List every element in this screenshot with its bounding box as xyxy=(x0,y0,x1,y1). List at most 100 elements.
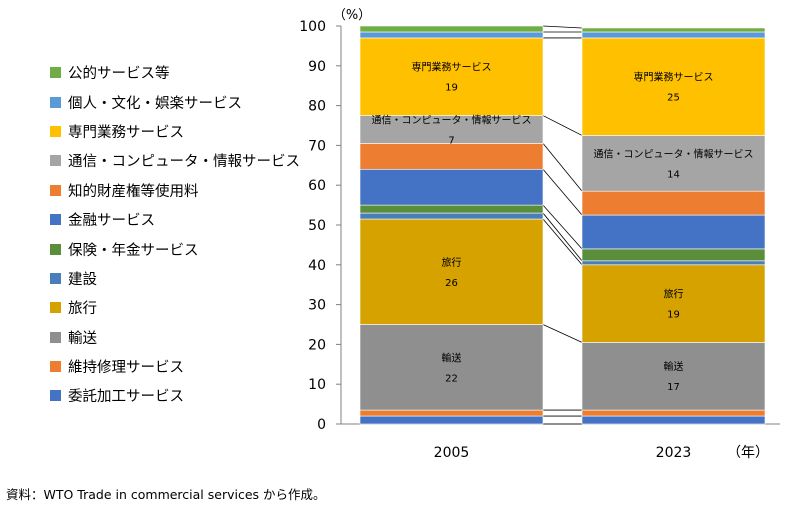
legend-swatch xyxy=(50,361,61,373)
bar-segment xyxy=(359,415,544,425)
segment-value-label: 14 xyxy=(667,169,680,180)
segment-name-label: 輸送 xyxy=(664,360,684,373)
chart-data-labels: 輸送 22 輸送 17 旅行 26 旅行 19 通信・コンピュータ・情報サービス 7 通信・コンピュ… xyxy=(372,61,754,393)
series-connector-line xyxy=(542,143,583,192)
y-tick-label: 30 xyxy=(308,298,326,314)
segment-name-label: 専門業務サービス xyxy=(412,61,492,74)
bar-segment xyxy=(581,248,766,262)
legend-label: 専門業務サービス xyxy=(68,124,184,141)
y-tick-label: 40 xyxy=(308,258,326,274)
legend-swatch xyxy=(50,390,61,402)
legend-label: 通信・コンピュータ・情報サービス xyxy=(68,154,300,171)
legend-item: 金融サービス xyxy=(50,205,300,234)
legend-item: 建設 xyxy=(50,264,300,293)
legend-label: 輸送 xyxy=(68,330,97,347)
legend-label: 旅行 xyxy=(68,301,97,318)
legend-label: 維持修理サービス xyxy=(68,360,184,377)
bar-segment xyxy=(359,204,544,214)
series-connector-line xyxy=(542,169,583,216)
y-tick-label: 100 xyxy=(299,19,326,35)
bar-segment xyxy=(581,264,766,343)
segment-name-label: 専門業務サービス xyxy=(634,71,714,84)
segment-name-label: 旅行 xyxy=(664,288,684,301)
bar-segment xyxy=(359,212,544,220)
legend-item: 公的サービス等 xyxy=(50,58,300,87)
bar-segment xyxy=(581,37,766,136)
bar-segment xyxy=(359,409,544,417)
segment-value-label: 19 xyxy=(667,310,680,321)
legend-item: 輸送 xyxy=(50,323,300,352)
series-connector-line xyxy=(542,218,583,266)
segment-name-label: 通信・コンピュータ・情報サービス xyxy=(594,147,754,160)
legend-label: 委託加工サービス xyxy=(68,389,184,406)
y-tick-label: 80 xyxy=(308,99,326,115)
legend-item: 保険・年金サービス xyxy=(50,234,300,263)
legend-swatch xyxy=(50,243,61,255)
legend-swatch xyxy=(50,214,61,226)
bar-segment xyxy=(581,260,766,266)
x-tick-label: 2023 xyxy=(656,445,692,461)
segment-name-label: 通信・コンピュータ・情報サービス xyxy=(372,113,532,126)
segment-value-label: 26 xyxy=(445,278,458,289)
bar-segment xyxy=(581,31,766,39)
bar-connector-lines xyxy=(542,25,583,425)
segment-value-label: 25 xyxy=(667,93,680,104)
legend-item: 専門業務サービス xyxy=(50,117,300,146)
legend-item: 個人・文化・娯楽サービス xyxy=(50,87,300,116)
y-tick-label: 90 xyxy=(308,59,326,75)
y-tick-label: 70 xyxy=(308,138,326,154)
bar-segment xyxy=(581,342,766,411)
chart-bars xyxy=(359,25,766,425)
y-tick-label: 50 xyxy=(308,218,326,234)
bar-segment xyxy=(581,135,766,192)
segment-name-label: 輸送 xyxy=(442,351,462,364)
series-connector-line xyxy=(542,212,583,262)
x-tick-label: 2005 xyxy=(434,445,470,461)
legend-item: 知的財産権等使用料 xyxy=(50,176,300,205)
chart-legend: 公的サービス等個人・文化・娯楽サービス 専門業務サービス通信・コンピュータ・情報サ… xyxy=(50,58,300,411)
legend-swatch xyxy=(50,155,61,167)
legend-label: 知的財産権等使用料 xyxy=(68,183,199,200)
legend-label: 金融サービス xyxy=(68,213,155,230)
y-tick-label: 10 xyxy=(308,377,326,393)
legend-item: 通信・コンピュータ・情報サービス xyxy=(50,146,300,175)
legend-item: 維持修理サービス xyxy=(50,352,300,381)
bar-segment xyxy=(359,168,544,206)
segment-value-label: 17 xyxy=(667,382,680,393)
bar-segment xyxy=(359,31,544,39)
series-connector-line xyxy=(542,115,583,136)
bar-segment xyxy=(581,409,766,417)
bar-segment xyxy=(359,143,544,170)
legend-label: 個人・文化・娯楽サービス xyxy=(68,95,242,112)
bar-segment xyxy=(359,324,544,411)
chart-axes: 0 10 20 30 40 50 60 70 80 90 100 （%） （年） 2005 2023 xyxy=(299,8,780,461)
legend-swatch xyxy=(50,96,61,108)
source-note: 資料：WTO Trade in commercial services から作成… xyxy=(6,487,326,502)
segment-value-label: 22 xyxy=(445,373,458,384)
bar-segment xyxy=(359,115,544,144)
legend-label: 公的サービス等 xyxy=(68,66,170,83)
legend-swatch xyxy=(50,302,61,314)
y-tick-label: 0 xyxy=(317,417,326,433)
bar-segment xyxy=(581,27,766,33)
bar-segment xyxy=(581,415,766,425)
y-axis-title: （%） xyxy=(333,8,371,23)
y-tick-label: 60 xyxy=(308,178,326,194)
legend-item: 委託加工サービス xyxy=(50,381,300,410)
legend-swatch xyxy=(50,184,61,196)
series-connector-line xyxy=(542,204,583,250)
bar-segment xyxy=(359,37,544,116)
legend-item: 旅行 xyxy=(50,293,300,322)
legend-swatch xyxy=(50,272,61,284)
segment-value-label: 19 xyxy=(445,83,458,94)
legend-swatch xyxy=(50,331,61,343)
bar-segment xyxy=(359,25,544,33)
legend-swatch xyxy=(50,125,61,137)
series-connector-line xyxy=(542,324,583,343)
bar-segment xyxy=(581,214,766,250)
bar-segment xyxy=(359,218,544,325)
segment-name-label: 旅行 xyxy=(442,256,462,269)
legend-swatch xyxy=(50,67,61,79)
segment-value-label: 7 xyxy=(448,135,454,146)
